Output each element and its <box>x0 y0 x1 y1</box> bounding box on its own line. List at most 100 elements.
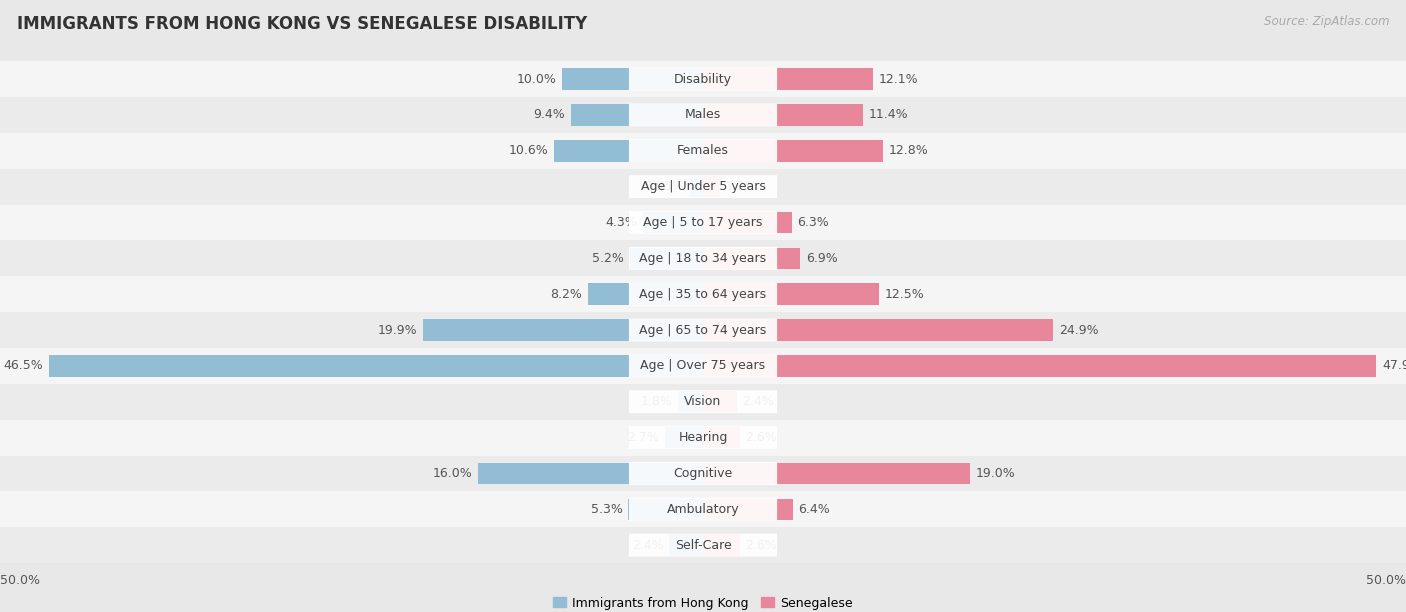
Text: Disability: Disability <box>673 73 733 86</box>
Text: 10.0%: 10.0% <box>517 73 557 86</box>
Text: 5.3%: 5.3% <box>591 503 623 516</box>
Text: 12.1%: 12.1% <box>879 73 918 86</box>
Bar <box>703 534 740 556</box>
Text: 4.3%: 4.3% <box>605 216 637 229</box>
FancyBboxPatch shape <box>628 247 778 270</box>
Bar <box>423 319 703 341</box>
Bar <box>0 384 1406 420</box>
Bar <box>669 534 703 556</box>
Bar <box>703 140 883 162</box>
Text: 46.5%: 46.5% <box>4 359 44 372</box>
Bar <box>0 97 1406 133</box>
Text: 10.6%: 10.6% <box>509 144 548 157</box>
Bar <box>703 283 879 305</box>
Bar <box>703 355 1376 376</box>
Bar <box>703 427 740 449</box>
Text: 19.9%: 19.9% <box>378 324 418 337</box>
Text: Age | 35 to 64 years: Age | 35 to 64 years <box>640 288 766 300</box>
FancyBboxPatch shape <box>628 175 778 198</box>
Bar <box>703 319 1053 341</box>
Bar <box>588 283 703 305</box>
FancyBboxPatch shape <box>628 498 778 521</box>
FancyBboxPatch shape <box>628 319 778 341</box>
Text: Age | 18 to 34 years: Age | 18 to 34 years <box>640 252 766 265</box>
Text: 2.4%: 2.4% <box>742 395 775 408</box>
Text: 11.4%: 11.4% <box>869 108 908 121</box>
Text: 50.0%: 50.0% <box>1367 574 1406 587</box>
Text: 8.2%: 8.2% <box>550 288 582 300</box>
FancyBboxPatch shape <box>628 462 778 485</box>
Bar <box>703 212 792 233</box>
Text: 12.8%: 12.8% <box>889 144 928 157</box>
Bar <box>690 176 703 198</box>
FancyBboxPatch shape <box>628 140 778 162</box>
Bar <box>0 169 1406 204</box>
Text: 9.4%: 9.4% <box>533 108 565 121</box>
Bar <box>0 491 1406 527</box>
Bar <box>0 420 1406 455</box>
Bar <box>703 104 863 125</box>
Bar <box>0 61 1406 97</box>
Text: Ambulatory: Ambulatory <box>666 503 740 516</box>
Text: Cognitive: Cognitive <box>673 467 733 480</box>
Bar <box>562 69 703 90</box>
Bar <box>0 276 1406 312</box>
Bar <box>630 248 703 269</box>
Text: Vision: Vision <box>685 395 721 408</box>
Bar <box>703 69 873 90</box>
Text: 24.9%: 24.9% <box>1059 324 1098 337</box>
Bar <box>0 204 1406 241</box>
Bar <box>0 527 1406 563</box>
Bar <box>703 391 737 412</box>
Bar <box>554 140 703 162</box>
Text: Males: Males <box>685 108 721 121</box>
Bar <box>0 241 1406 276</box>
FancyBboxPatch shape <box>628 103 778 127</box>
Text: Age | Under 5 years: Age | Under 5 years <box>641 180 765 193</box>
Bar <box>643 212 703 233</box>
Text: 16.0%: 16.0% <box>433 467 472 480</box>
Text: 5.2%: 5.2% <box>592 252 624 265</box>
Bar <box>478 463 703 484</box>
Bar <box>665 427 703 449</box>
Text: 6.3%: 6.3% <box>797 216 830 229</box>
Text: 2.6%: 2.6% <box>745 539 778 551</box>
Bar <box>0 455 1406 491</box>
Bar <box>0 348 1406 384</box>
Bar <box>703 463 970 484</box>
Text: 6.9%: 6.9% <box>806 252 838 265</box>
FancyBboxPatch shape <box>628 534 778 556</box>
Text: 50.0%: 50.0% <box>0 574 39 587</box>
Text: Age | Over 75 years: Age | Over 75 years <box>641 359 765 372</box>
FancyBboxPatch shape <box>628 426 778 449</box>
Text: Self-Care: Self-Care <box>675 539 731 551</box>
FancyBboxPatch shape <box>628 211 778 234</box>
Text: 12.5%: 12.5% <box>884 288 924 300</box>
FancyBboxPatch shape <box>628 390 778 413</box>
Text: 0.95%: 0.95% <box>644 180 685 193</box>
Bar <box>49 355 703 376</box>
Bar <box>703 499 793 520</box>
Text: 1.8%: 1.8% <box>640 395 672 408</box>
FancyBboxPatch shape <box>628 68 778 91</box>
Text: 19.0%: 19.0% <box>976 467 1015 480</box>
Bar <box>628 499 703 520</box>
Text: Source: ZipAtlas.com: Source: ZipAtlas.com <box>1264 15 1389 28</box>
Text: Age | 5 to 17 years: Age | 5 to 17 years <box>644 216 762 229</box>
Text: Age | 65 to 74 years: Age | 65 to 74 years <box>640 324 766 337</box>
Text: IMMIGRANTS FROM HONG KONG VS SENEGALESE DISABILITY: IMMIGRANTS FROM HONG KONG VS SENEGALESE … <box>17 15 588 33</box>
Bar <box>703 176 720 198</box>
Text: 2.4%: 2.4% <box>631 539 664 551</box>
Bar <box>703 248 800 269</box>
FancyBboxPatch shape <box>628 283 778 305</box>
Bar <box>0 312 1406 348</box>
Bar <box>678 391 703 412</box>
Text: 2.6%: 2.6% <box>745 431 778 444</box>
Text: 47.9%: 47.9% <box>1382 359 1406 372</box>
Bar <box>571 104 703 125</box>
Legend: Immigrants from Hong Kong, Senegalese: Immigrants from Hong Kong, Senegalese <box>548 592 858 612</box>
Text: 1.2%: 1.2% <box>725 180 758 193</box>
Text: 6.4%: 6.4% <box>799 503 831 516</box>
Text: Hearing: Hearing <box>678 431 728 444</box>
Text: Females: Females <box>678 144 728 157</box>
